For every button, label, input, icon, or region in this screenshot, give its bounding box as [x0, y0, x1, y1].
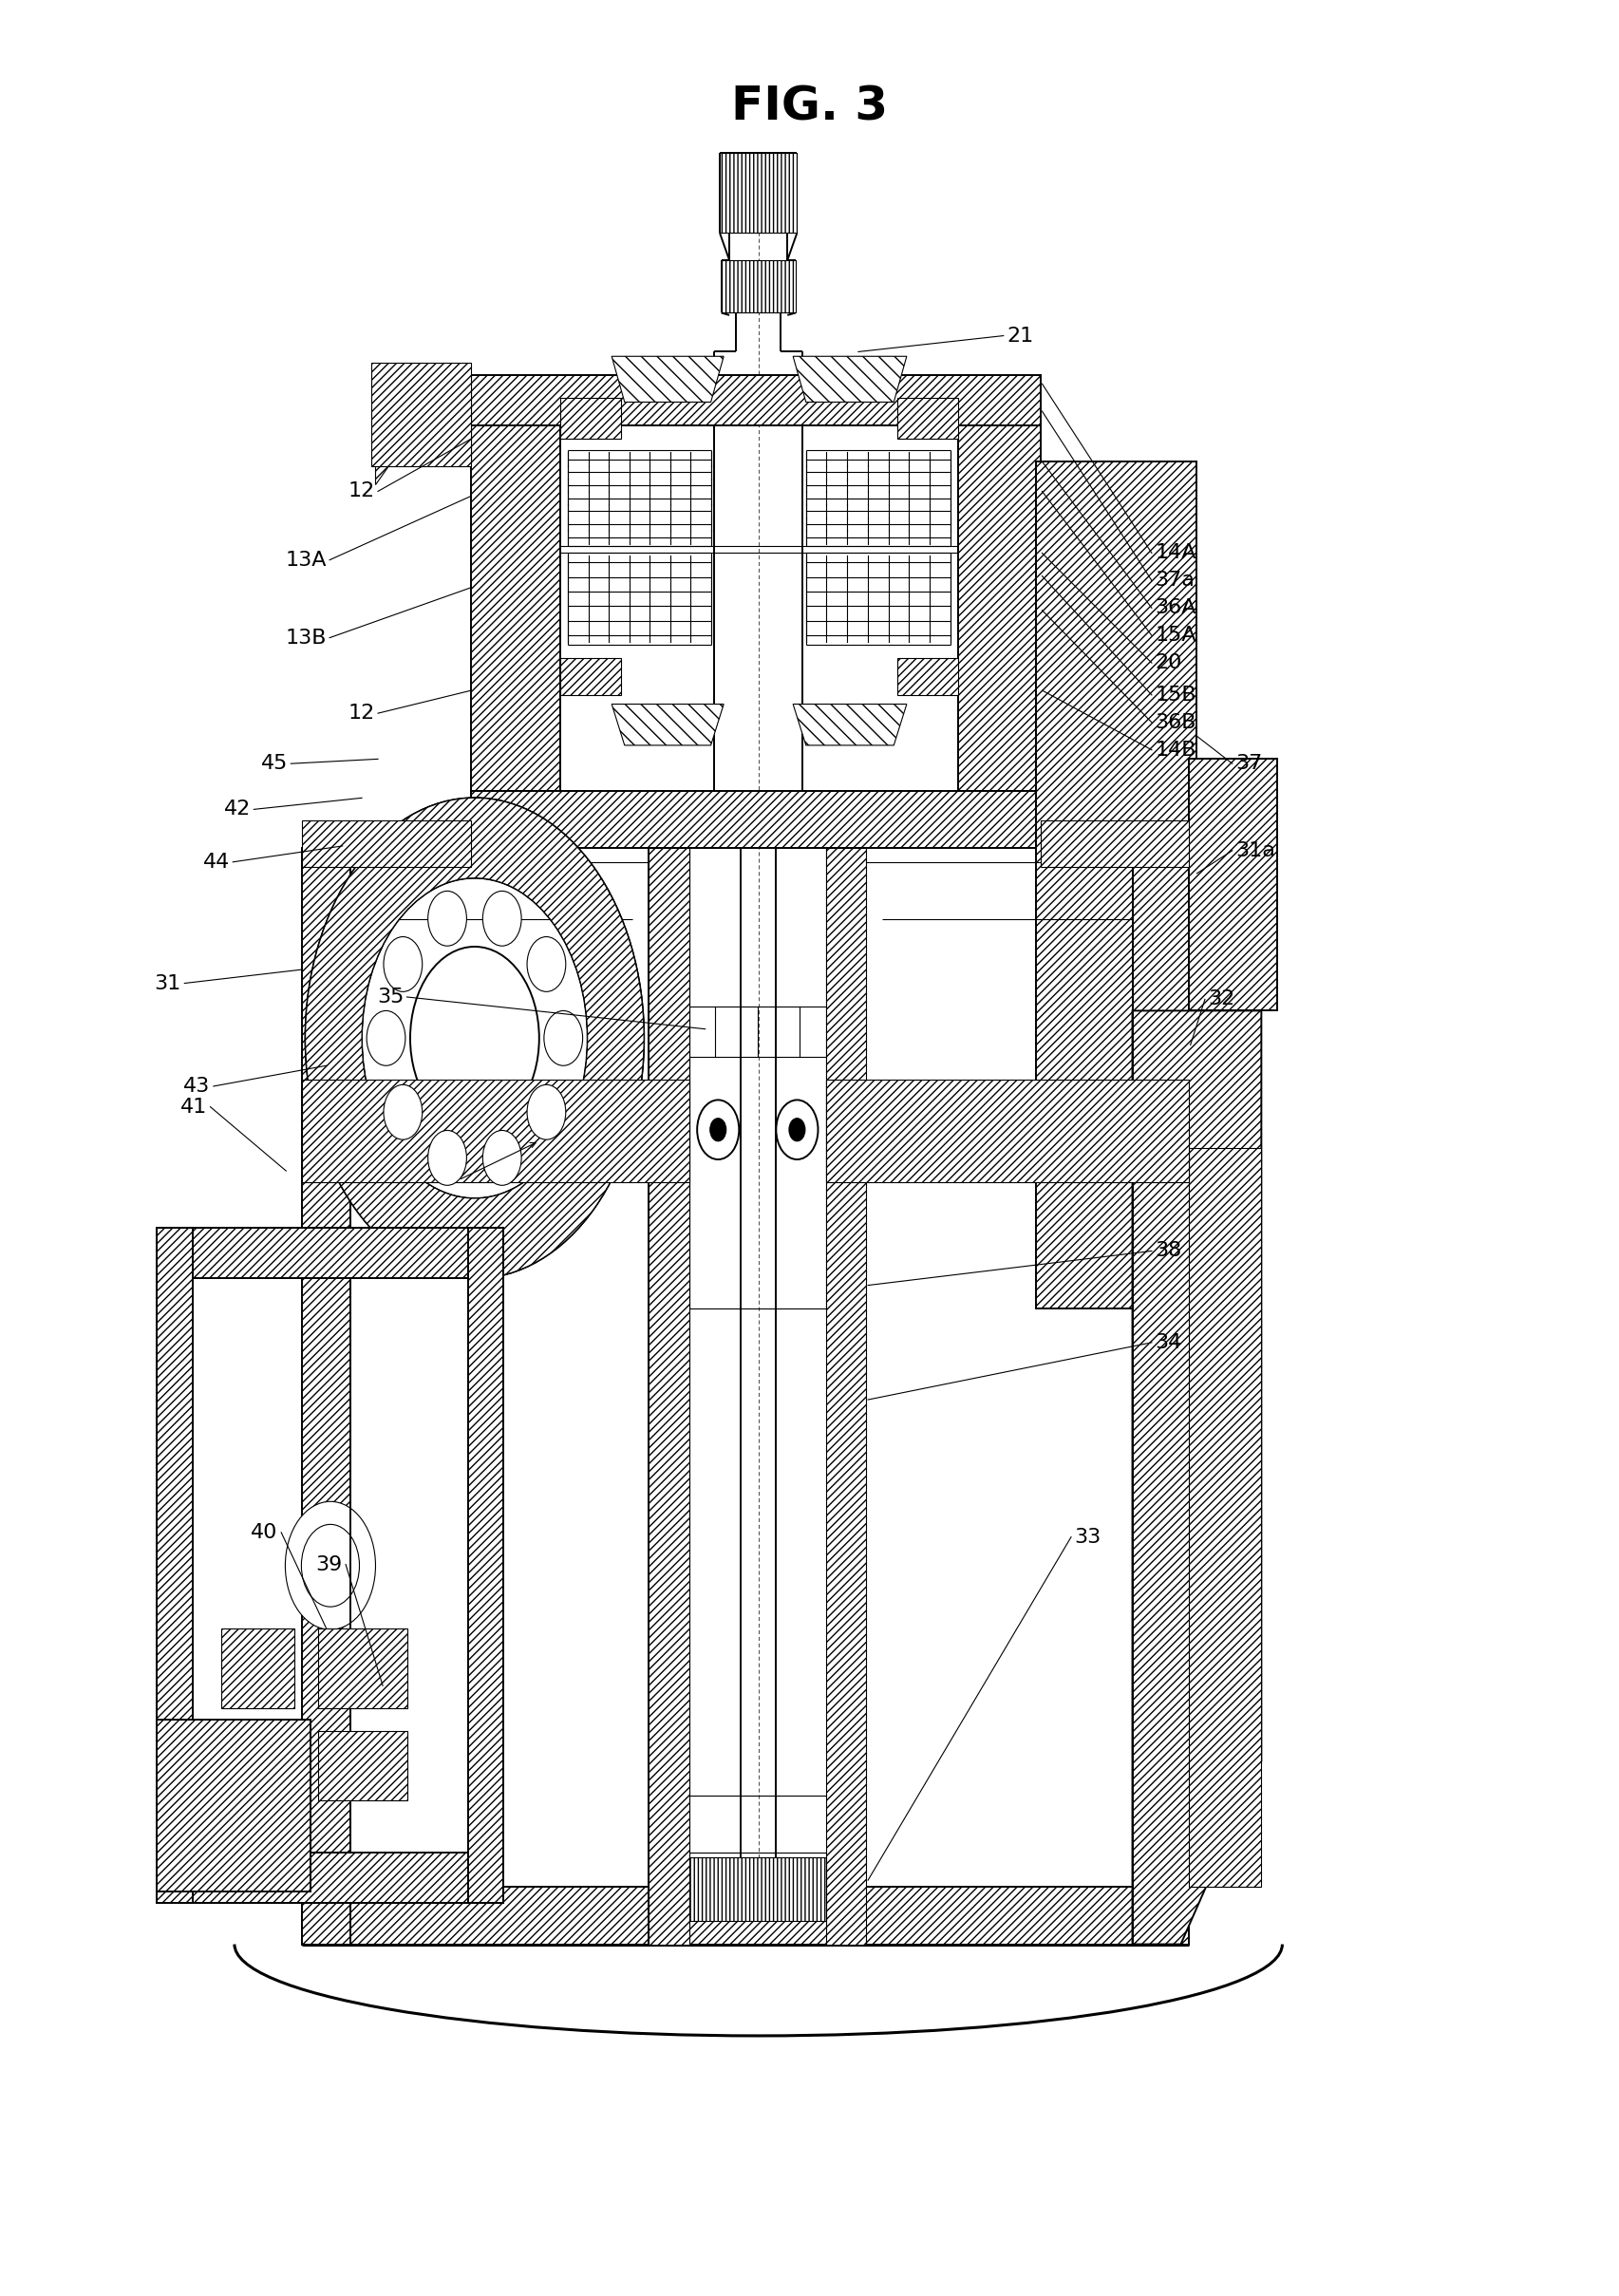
Text: 31a: 31a: [1235, 840, 1274, 861]
Circle shape: [361, 877, 588, 1199]
Circle shape: [384, 1084, 423, 1139]
Text: 38: 38: [1154, 1242, 1182, 1261]
Polygon shape: [157, 1853, 504, 1903]
Wedge shape: [306, 799, 644, 1279]
Polygon shape: [303, 1887, 1188, 1945]
Text: 36B: 36B: [1154, 714, 1195, 732]
Circle shape: [301, 1525, 359, 1607]
Circle shape: [709, 1118, 725, 1141]
Text: 12: 12: [348, 482, 374, 501]
Text: 31: 31: [154, 974, 181, 992]
Circle shape: [526, 937, 565, 992]
Text: 14B: 14B: [1154, 739, 1195, 760]
Polygon shape: [374, 374, 471, 484]
Polygon shape: [958, 425, 1039, 792]
Polygon shape: [317, 1731, 406, 1800]
Polygon shape: [222, 1628, 295, 1708]
Text: 15B: 15B: [1154, 687, 1196, 705]
Polygon shape: [303, 847, 350, 1945]
Polygon shape: [317, 1628, 406, 1708]
Bar: [719, 152, 797, 232]
Circle shape: [482, 1130, 521, 1185]
Polygon shape: [826, 847, 866, 1945]
Polygon shape: [157, 1228, 193, 1903]
Text: 35: 35: [377, 987, 403, 1006]
Circle shape: [366, 1010, 405, 1065]
Polygon shape: [612, 356, 724, 402]
Polygon shape: [1039, 820, 1188, 866]
Text: 15A: 15A: [1154, 627, 1196, 645]
Circle shape: [482, 891, 521, 946]
Polygon shape: [793, 705, 907, 746]
Polygon shape: [303, 820, 471, 866]
Circle shape: [384, 937, 423, 992]
Polygon shape: [648, 847, 688, 1945]
Polygon shape: [303, 1079, 688, 1182]
Text: 13B: 13B: [285, 629, 325, 647]
Bar: [157, 1228, 504, 1903]
Polygon shape: [468, 1228, 504, 1903]
Polygon shape: [1188, 760, 1277, 1010]
Text: 12: 12: [348, 705, 374, 723]
Polygon shape: [471, 374, 1039, 425]
Text: 39: 39: [316, 1554, 342, 1575]
Polygon shape: [157, 1228, 504, 1279]
Text: 44: 44: [202, 852, 230, 872]
Text: 36A: 36A: [1154, 599, 1195, 618]
Polygon shape: [1035, 461, 1196, 1309]
Circle shape: [696, 1100, 738, 1159]
Polygon shape: [157, 1720, 311, 1892]
Text: 42: 42: [223, 799, 251, 820]
Text: 43: 43: [183, 1077, 210, 1095]
Polygon shape: [1132, 847, 1188, 1945]
Circle shape: [526, 1084, 565, 1139]
Polygon shape: [897, 397, 958, 439]
Polygon shape: [612, 705, 724, 746]
Text: 37a: 37a: [1154, 572, 1195, 590]
Text: FIG. 3: FIG. 3: [732, 85, 887, 129]
Text: 34: 34: [1154, 1334, 1182, 1352]
Text: 37: 37: [1235, 753, 1261, 774]
Circle shape: [410, 946, 539, 1130]
Circle shape: [427, 891, 466, 946]
Polygon shape: [222, 1731, 295, 1800]
Polygon shape: [793, 356, 907, 402]
Circle shape: [427, 1130, 466, 1185]
Circle shape: [788, 1118, 805, 1141]
Text: 20: 20: [1154, 654, 1182, 673]
Polygon shape: [471, 792, 1039, 847]
Polygon shape: [1132, 1010, 1261, 1945]
Wedge shape: [306, 799, 644, 1279]
Polygon shape: [560, 659, 622, 696]
Circle shape: [776, 1100, 818, 1159]
Bar: [688, 1857, 826, 1922]
Polygon shape: [471, 425, 560, 792]
Bar: [720, 259, 795, 312]
Text: 40: 40: [251, 1522, 278, 1543]
Circle shape: [306, 799, 644, 1279]
Circle shape: [285, 1502, 376, 1630]
Circle shape: [544, 1010, 583, 1065]
Polygon shape: [560, 397, 622, 439]
Polygon shape: [371, 363, 471, 466]
Text: 14A: 14A: [1154, 544, 1195, 563]
Text: 21: 21: [1005, 326, 1033, 344]
Text: 45: 45: [261, 753, 288, 774]
Text: 13A: 13A: [285, 551, 325, 569]
Text: 41: 41: [180, 1097, 207, 1116]
Polygon shape: [1188, 1148, 1261, 1887]
Polygon shape: [826, 1079, 1188, 1182]
Text: 33: 33: [1073, 1527, 1101, 1548]
Text: 32: 32: [1208, 990, 1234, 1008]
Polygon shape: [897, 659, 958, 696]
